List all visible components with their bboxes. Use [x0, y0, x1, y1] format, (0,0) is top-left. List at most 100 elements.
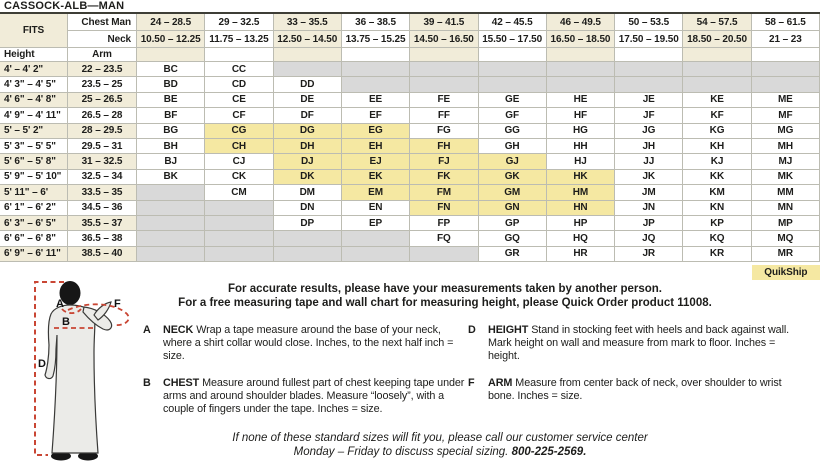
size-code-cell: MN: [751, 200, 820, 216]
size-code-cell: FN: [410, 200, 479, 216]
size-code-cell: HR: [546, 246, 616, 263]
chest-range-cell: 54 – 57.5: [683, 14, 752, 31]
size-code-cell: JN: [615, 200, 684, 216]
spacer-cell: [478, 48, 547, 62]
size-code-cell: DP: [273, 215, 342, 232]
size-code-cell: JG: [615, 123, 684, 139]
unavailable-cell: [205, 231, 274, 247]
size-code-cell: CM: [205, 185, 274, 201]
chest-range-cell: 29 – 32.5: [205, 14, 274, 31]
height-range-cell: 5' 6" – 5' 8": [0, 154, 68, 170]
size-code-cell: FH: [410, 138, 479, 155]
quikship-badge: QuikShip: [751, 265, 820, 281]
height-range-cell: 4' 9" – 4' 11": [0, 108, 68, 124]
diagram-label-f: F: [114, 298, 121, 310]
unavailable-cell: [546, 62, 616, 78]
size-code-cell: HQ: [546, 231, 616, 247]
size-code-cell: GM: [478, 185, 547, 201]
size-code-cell: HH: [546, 138, 616, 155]
size-code-cell: GQ: [478, 231, 547, 247]
neck-range-cell: 14.50 – 16.50: [410, 31, 479, 48]
size-code-cell: DF: [273, 108, 342, 124]
special-sizing-note: If none of these standard sizes will fit…: [60, 431, 820, 459]
neck-range-cell: 18.50 – 20.50: [683, 31, 752, 48]
size-code-cell: HN: [546, 200, 616, 216]
height-range-cell: 6' 6" – 6' 8": [0, 231, 68, 247]
chest-range-cell: 24 – 28.5: [137, 14, 206, 31]
neck-range-cell: 15.50 – 17.50: [478, 31, 547, 48]
instruction-body: Stand in stocking feet with heels and ba…: [488, 324, 790, 362]
size-code-cell: BC: [137, 62, 206, 78]
figure-robe: [44, 304, 99, 454]
unavailable-cell: [137, 185, 206, 201]
size-code-cell: GE: [478, 92, 547, 109]
neck-measure-line: [61, 308, 82, 315]
size-table: FITS Chest Man Neck 24 – 28.5 10.50 – 12.25 2…: [0, 14, 820, 281]
size-code-cell: JQ: [615, 231, 684, 247]
neck-range-cell: 10.50 – 12.25: [137, 31, 206, 48]
diagram-label-d: D: [38, 358, 46, 370]
size-code-cell: JM: [615, 185, 684, 201]
size-code-cell: MJ: [751, 154, 820, 170]
figure-left-foot: [51, 451, 71, 461]
spacer-cell: [683, 48, 752, 62]
size-code-cell: KG: [683, 123, 752, 139]
height-range-cell: 4' 6" – 4' 8": [0, 92, 68, 109]
size-code-cell: DM: [273, 185, 342, 201]
size-code-cell: FJ: [410, 154, 479, 170]
instruction-chest: B CHEST Measure around fullest part of ch…: [143, 377, 468, 416]
size-code-cell: EH: [341, 138, 411, 155]
size-code-cell: DD: [273, 77, 342, 93]
arm-range-cell: 34.5 – 36: [68, 200, 137, 216]
size-code-cell: EM: [341, 185, 411, 201]
arm-header: Arm: [68, 48, 137, 62]
height-range-cell: 5' 11" – 6': [0, 185, 68, 201]
size-code-cell: EK: [341, 169, 411, 186]
spacer-cell: [546, 48, 616, 62]
fits-cell: FITS: [0, 14, 68, 48]
size-code-cell: EP: [341, 215, 411, 232]
size-code-cell: JP: [615, 215, 684, 232]
size-code-cell: MR: [751, 246, 820, 263]
size-code-cell: BG: [137, 123, 206, 139]
instruction-term: HEIGHT: [488, 324, 529, 336]
size-code-cell: CH: [205, 138, 274, 155]
arm-range-cell: 38.5 – 40: [68, 246, 137, 263]
unavailable-cell: [137, 200, 206, 216]
height-range-cell: 4' 3" – 4' 5": [0, 77, 68, 93]
diagram-label-b: B: [62, 316, 70, 328]
instruction-body: Wrap a tape measure around the base of y…: [163, 324, 454, 362]
size-code-cell: DE: [273, 92, 342, 109]
size-code-cell: DK: [273, 169, 342, 186]
chest-range-cell: 33 – 35.5: [273, 14, 342, 31]
height-range-cell: 5' 9" – 5' 10": [0, 169, 68, 186]
size-code-cell: GK: [478, 169, 547, 186]
size-code-cell: MK: [751, 169, 820, 186]
size-code-cell: HG: [546, 123, 616, 139]
size-code-cell: FG: [410, 123, 479, 139]
size-code-cell: DH: [273, 138, 342, 155]
size-code-cell: KQ: [683, 231, 752, 247]
size-code-cell: MM: [751, 185, 820, 201]
size-code-cell: CC: [205, 62, 274, 78]
neck-range-cell: 13.75 – 15.25: [341, 31, 411, 48]
size-code-cell: BD: [137, 77, 206, 93]
size-code-cell: MH: [751, 138, 820, 155]
size-code-cell: MG: [751, 123, 820, 139]
size-code-cell: BJ: [137, 154, 206, 170]
neck-range-cell: 12.50 – 14.50: [273, 31, 342, 48]
chest-range-cell: 50 – 53.5: [615, 14, 684, 31]
instruction-term: ARM: [488, 377, 513, 389]
size-code-cell: HK: [546, 169, 616, 186]
arm-range-cell: 22 – 23.5: [68, 62, 137, 78]
neck-range-cell: 16.50 – 18.50: [546, 31, 616, 48]
size-code-cell: MF: [751, 108, 820, 124]
instruction-height: D HEIGHT Stand in stocking feet with heel…: [468, 324, 808, 363]
instructions-column-right: D HEIGHT Stand in stocking feet with heel…: [468, 324, 808, 430]
arm-measure-line: [67, 303, 130, 326]
size-code-cell: FE: [410, 92, 479, 109]
size-code-cell: JR: [615, 246, 684, 263]
instruction-letter: F: [468, 377, 475, 389]
unavailable-cell: [683, 77, 752, 93]
spacer-cell: [410, 48, 479, 62]
